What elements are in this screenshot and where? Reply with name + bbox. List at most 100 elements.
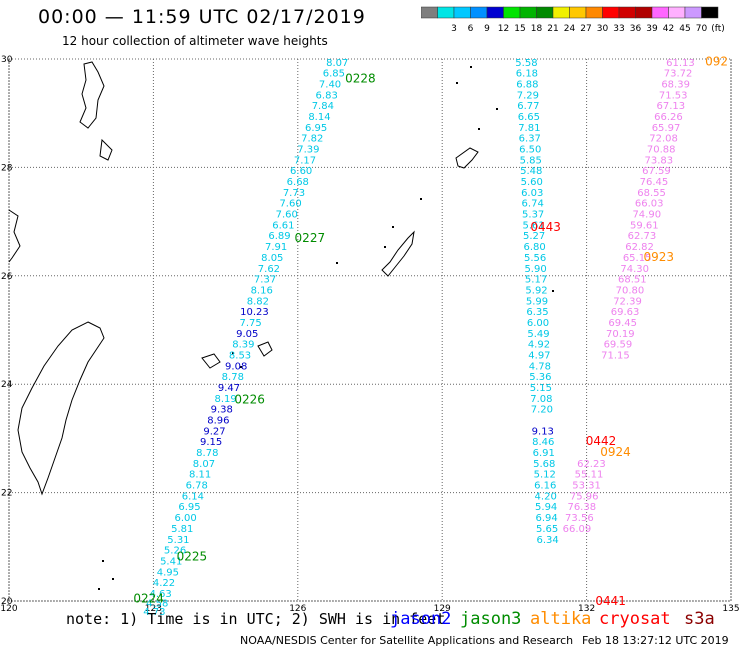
swh-value: 7.20 xyxy=(531,405,553,416)
swh-value: 6.80 xyxy=(523,242,545,253)
swh-value: 73.56 xyxy=(565,513,594,524)
swh-value: 7.39 xyxy=(297,145,319,156)
swh-value: 68.39 xyxy=(661,79,690,90)
swh-value: 7.37 xyxy=(254,275,276,286)
swh-value: 7.17 xyxy=(294,155,316,166)
swh-value: 4.95 xyxy=(157,567,179,578)
swh-value: 67.59 xyxy=(642,166,671,177)
colorbar-tick-label: 3 xyxy=(451,24,457,34)
swh-value: 8.07 xyxy=(326,58,348,69)
swh-value: 8.05 xyxy=(261,253,283,264)
ishigaki-island xyxy=(201,353,221,369)
swh-value: 72.08 xyxy=(649,134,678,145)
swh-value: 5.36 xyxy=(529,372,551,383)
map-subtitle: 12 hour collection of altimeter wave hei… xyxy=(62,34,328,48)
colorbar-tick-label: 42 xyxy=(663,24,674,34)
sat-legend-jason2: jason2 xyxy=(390,609,452,629)
swh-value: 74.30 xyxy=(620,264,649,275)
generated-timestamp: Feb 18 13:27:12 UTC 2019 xyxy=(582,634,729,647)
lat-tick-label: 28 xyxy=(1,163,13,173)
swh-value: 7.29 xyxy=(517,90,539,101)
colorbar-tick-label: 70 xyxy=(696,24,708,34)
swh-value: 5.65 xyxy=(536,524,558,535)
swh-value: 5.17 xyxy=(525,275,547,286)
swh-value: 5.60 xyxy=(521,177,543,188)
taiwan-coast xyxy=(17,321,105,496)
swh-value: 7.75 xyxy=(239,318,261,329)
swh-value: 6.68 xyxy=(287,177,309,188)
swh-value: 5.92 xyxy=(525,285,547,296)
colorbar-tick-label: 30 xyxy=(597,24,609,34)
lon-tick-label: 123 xyxy=(145,604,162,614)
swh-value: 9.15 xyxy=(200,437,222,448)
colorbar-tick-label: 12 xyxy=(498,24,509,34)
swh-value: 68.51 xyxy=(618,275,647,286)
swh-value: 6.34 xyxy=(536,535,558,546)
swh-value: 5.15 xyxy=(530,383,552,394)
swh-value: 6.78 xyxy=(186,481,208,492)
swh-value: 5.94 xyxy=(535,502,557,513)
swh-value: 6.83 xyxy=(316,90,338,101)
colorbar-tick-label: 39 xyxy=(646,24,658,34)
swh-value: 8.39 xyxy=(232,340,254,351)
lat-tick-label: 26 xyxy=(1,272,13,282)
colorbar-tick-label: 21 xyxy=(547,24,558,34)
swh-value: 6.60 xyxy=(290,166,312,177)
swh-value: 7.82 xyxy=(301,134,323,145)
lon-tick-label: 120 xyxy=(0,604,17,614)
swh-value: 6.61 xyxy=(272,220,294,231)
lat-tick-label: 24 xyxy=(1,380,13,390)
swh-value: 6.85 xyxy=(323,69,345,80)
small-island xyxy=(112,578,114,580)
pass-time-label: 0441 xyxy=(595,594,626,608)
swh-value: 8.07 xyxy=(193,459,215,470)
okinawa-island xyxy=(381,230,415,277)
swh-value: 70.88 xyxy=(647,145,676,156)
swh-value: 76.45 xyxy=(640,177,669,188)
swh-value: 69.45 xyxy=(608,318,637,329)
swh-value: 5.41 xyxy=(160,556,182,567)
swh-value: 9.08 xyxy=(225,361,247,372)
swh-value: 5.61 xyxy=(523,220,545,231)
swh-value: 6.35 xyxy=(526,307,548,318)
swh-value: 7.81 xyxy=(518,123,540,134)
colorbar-tick-label: 45 xyxy=(679,24,690,34)
swh-value: 7.60 xyxy=(276,210,298,221)
sat-legend-jason3: jason3 xyxy=(460,609,522,629)
pass-time-label: 0225 xyxy=(177,550,208,564)
swh-value: 5.49 xyxy=(527,329,549,340)
swh-value: 7.73 xyxy=(283,188,305,199)
pass-time-label: 0924 xyxy=(600,445,631,459)
swh-value: 4.97 xyxy=(528,350,550,361)
swh-value: 62.23 xyxy=(577,459,606,470)
swh-value: 10.23 xyxy=(240,307,269,318)
pass-time-label: 0442 xyxy=(586,434,617,448)
swh-value: 7.40 xyxy=(319,79,341,90)
swh-value: 4.58 xyxy=(146,599,168,610)
swh-value: 6.89 xyxy=(268,231,290,242)
swh-value: 8.53 xyxy=(229,350,251,361)
small-island xyxy=(392,226,394,228)
swh-value: 5.68 xyxy=(533,459,555,470)
swh-value: 71.53 xyxy=(659,90,688,101)
swh-value: 8.16 xyxy=(251,285,273,296)
lat-tick-label: 20 xyxy=(1,597,13,607)
swh-value: 8.11 xyxy=(189,470,211,481)
small-island xyxy=(232,352,234,354)
china-coast xyxy=(8,209,21,263)
map-title: 00:00 — 11:59 UTC 02/17/2019 xyxy=(38,6,366,28)
swh-value: 73.83 xyxy=(644,155,673,166)
swh-value: 6.37 xyxy=(519,134,541,145)
swh-value: 7.60 xyxy=(279,199,301,210)
sat-legend-altika: altika xyxy=(530,609,592,629)
swh-value: 6.74 xyxy=(522,199,544,210)
pass-time-label: 0226 xyxy=(234,392,265,406)
swh-value: 71.15 xyxy=(601,350,630,361)
colorbar-tick-label: 9 xyxy=(484,24,490,34)
small-island xyxy=(420,198,422,200)
swh-value: 67.13 xyxy=(657,101,686,112)
swh-value: 6.95 xyxy=(305,123,327,134)
swh-value: 7.62 xyxy=(258,264,280,275)
swh-value: 65.97 xyxy=(652,123,681,134)
colorbar-tick-label: 18 xyxy=(531,24,543,34)
